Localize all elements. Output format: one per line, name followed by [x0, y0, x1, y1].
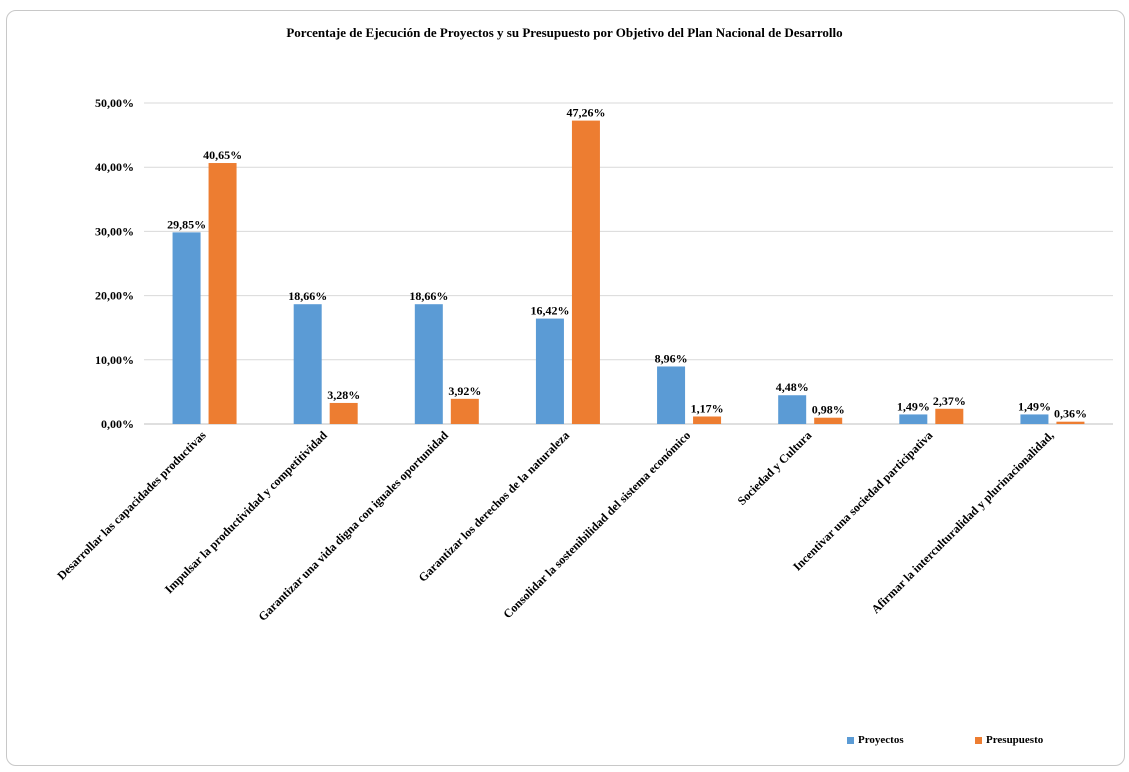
bar [571, 120, 600, 425]
legend-item-proyectos: Proyectos [847, 734, 904, 746]
data-label: 47,26% [566, 106, 605, 120]
x-tick-label: Consolidar la sostenibilidad del sistema… [500, 428, 693, 621]
legend-swatch-proyectos [847, 736, 854, 744]
data-label: 8,96% [655, 351, 688, 365]
data-label: 29,85% [167, 217, 206, 231]
x-tick-label: Incentivar una sociedad participativa [790, 428, 935, 573]
data-label: 4,48% [776, 380, 809, 394]
legend-item-presupuesto: Presupuesto [975, 734, 1043, 746]
bar [329, 402, 358, 424]
x-tick-label: Sociedad y Cultura [735, 428, 815, 508]
bar [172, 232, 201, 424]
bar [935, 408, 964, 424]
y-tick-label: 20,00% [95, 289, 134, 303]
bar [450, 398, 479, 424]
x-tick-label: Desarrollar las capacidades productivas [54, 428, 209, 583]
bar [1020, 414, 1049, 424]
legend-label-presupuesto: Presupuesto [986, 734, 1044, 746]
y-tick-label: 50,00% [95, 96, 134, 110]
data-label: 0,36% [1054, 407, 1087, 421]
y-tick-label: 30,00% [95, 224, 134, 238]
bar [814, 417, 843, 424]
y-tick-label: 0,00% [101, 417, 134, 431]
bar [899, 414, 928, 424]
data-label: 1,49% [1018, 399, 1051, 413]
data-label: 2,37% [933, 394, 966, 408]
bar [208, 163, 237, 425]
bar [657, 366, 686, 424]
bar [778, 395, 807, 424]
data-label: 3,28% [327, 388, 360, 402]
data-label: 16,42% [530, 304, 569, 318]
legend-label-proyectos: Proyectos [858, 734, 904, 746]
chart-title: Porcentaje de Ejecución de Proyectos y s… [286, 25, 843, 40]
bar [1056, 421, 1085, 424]
bar [414, 304, 443, 424]
x-tick-label: Garantizar una vida digna con iguales op… [255, 428, 451, 624]
data-label: 1,49% [897, 399, 930, 413]
y-tick-label: 40,00% [95, 160, 134, 174]
data-label: 1,17% [691, 401, 724, 415]
legend-swatch-presupuesto [975, 736, 982, 744]
bar [293, 304, 322, 424]
bar [535, 318, 564, 424]
data-label: 3,92% [448, 384, 481, 398]
data-label: 40,65% [203, 148, 242, 162]
data-label: 18,66% [409, 289, 448, 303]
data-label: 18,66% [288, 289, 327, 303]
data-label: 0,98% [812, 403, 845, 417]
x-tick-label: Garantizar los derechos de la naturaleza [416, 428, 572, 584]
bar [693, 416, 722, 424]
y-tick-label: 10,00% [95, 353, 134, 367]
